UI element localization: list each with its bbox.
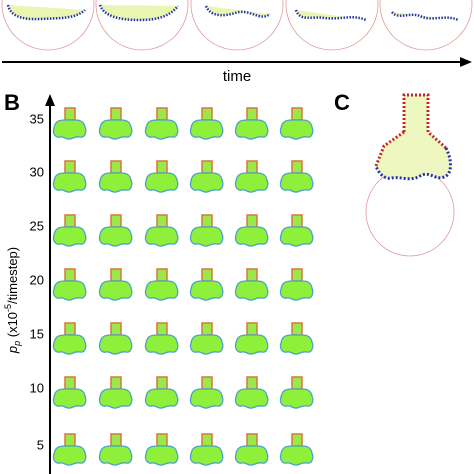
cell-shape — [189, 433, 224, 466]
cell-shape — [52, 107, 87, 140]
cell-shape — [52, 160, 87, 193]
y-tick-label: 15 — [30, 326, 44, 341]
cell-shape — [144, 214, 179, 247]
cell-shape — [52, 322, 87, 355]
cell-shape — [144, 268, 179, 301]
cell-shape — [144, 107, 179, 140]
y-tick-label: 30 — [30, 164, 44, 179]
cell-shape — [98, 322, 133, 355]
cell-shape — [234, 322, 269, 355]
cell-shape — [189, 160, 224, 193]
cell-shape — [279, 268, 314, 301]
cell-shape — [279, 160, 314, 193]
cell-shape — [234, 268, 269, 301]
y-tick-label: 20 — [30, 272, 44, 287]
cell-shape — [98, 107, 133, 140]
cell-shape — [144, 433, 179, 466]
cell-shape — [234, 433, 269, 466]
cell-shape — [52, 433, 87, 466]
time-label: time — [223, 68, 251, 85]
panel-c-label: C — [334, 90, 350, 115]
cell-shape — [98, 268, 133, 301]
cell-shape — [52, 376, 87, 409]
cell-shape — [144, 322, 179, 355]
y-tick-label: 25 — [30, 218, 44, 233]
cell-shape — [98, 433, 133, 466]
cell-shape — [98, 160, 133, 193]
cell-shape — [144, 376, 179, 409]
cell-shape — [234, 214, 269, 247]
cell-shape — [279, 376, 314, 409]
cell-shape — [98, 376, 133, 409]
y-tick-label: 5 — [37, 437, 44, 452]
cell-shape — [189, 376, 224, 409]
cell-shape — [52, 268, 87, 301]
y-tick-label: 35 — [30, 111, 44, 126]
y-tick-label: 10 — [30, 380, 44, 395]
cell-shape — [98, 214, 133, 247]
cell-shape — [189, 268, 224, 301]
panel-a: time — [1, 0, 473, 85]
cell-shape — [234, 376, 269, 409]
cell-shape — [279, 322, 314, 355]
cell-shape — [279, 107, 314, 140]
cell-shape — [189, 107, 224, 140]
cell-shape — [189, 322, 224, 355]
cell-shape — [279, 433, 314, 466]
cell-shape — [52, 214, 87, 247]
panel-c-drawing — [365, 93, 455, 257]
panel-b-label: B — [4, 90, 20, 115]
cell-shape — [144, 160, 179, 193]
y-axis-label: pp (x10-5/timestep) — [3, 247, 22, 354]
cell-shape — [279, 214, 314, 247]
cell-shape — [234, 107, 269, 140]
cell-shape — [189, 214, 224, 247]
cell-shape — [234, 160, 269, 193]
